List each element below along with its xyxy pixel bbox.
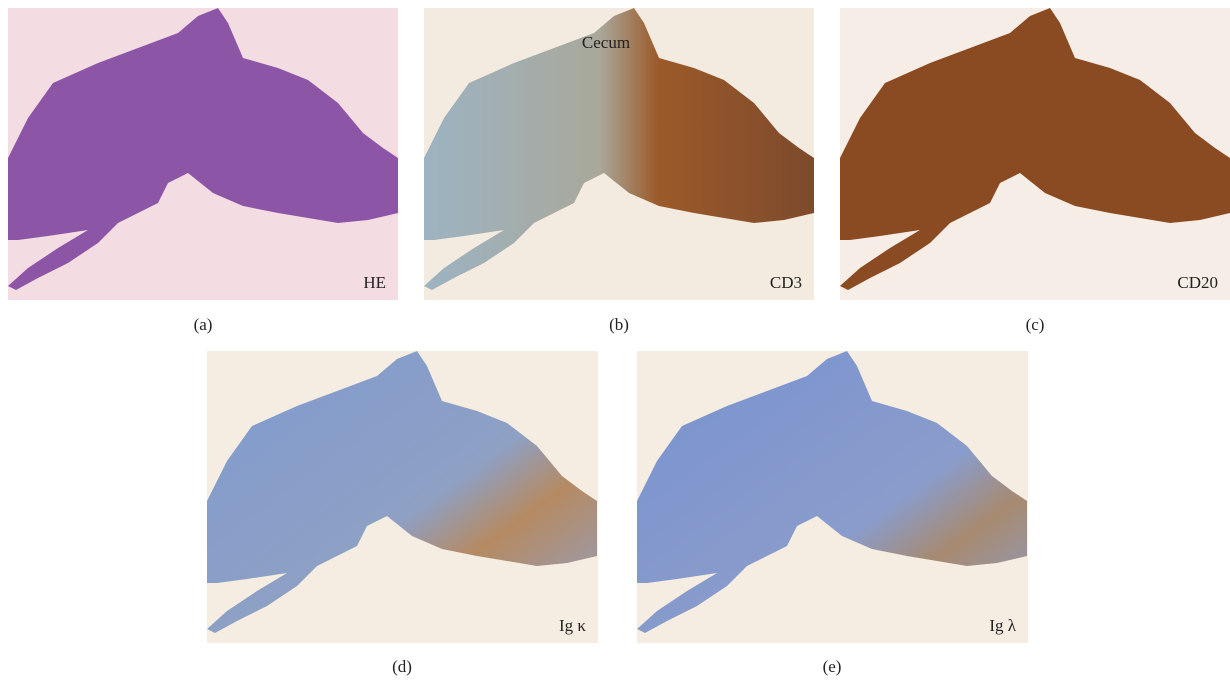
stain-label: CD20: [1177, 273, 1218, 292]
figure: HE (a) Cecum CD3 (b) CD20 (c) Ig κ (d) I…: [0, 0, 1230, 684]
stain-label: Ig λ: [989, 616, 1016, 635]
annotation: Cecum: [582, 33, 630, 52]
panel-caption: (b): [609, 315, 629, 334]
panel-caption: (e): [823, 657, 842, 676]
panel-a: HE: [8, 8, 398, 300]
stain-label: Ig κ: [559, 616, 586, 635]
panel-e: Ig λ: [637, 351, 1028, 643]
panel-c: CD20: [840, 8, 1230, 300]
panel-caption: (c): [1026, 315, 1045, 334]
stain-label: HE: [363, 273, 386, 292]
panel-b: Cecum CD3: [424, 8, 814, 300]
panel-caption: (a): [194, 315, 213, 334]
panel-caption: (d): [392, 657, 412, 676]
stain-label: CD3: [770, 273, 802, 292]
panel-d: Ig κ: [207, 351, 598, 643]
